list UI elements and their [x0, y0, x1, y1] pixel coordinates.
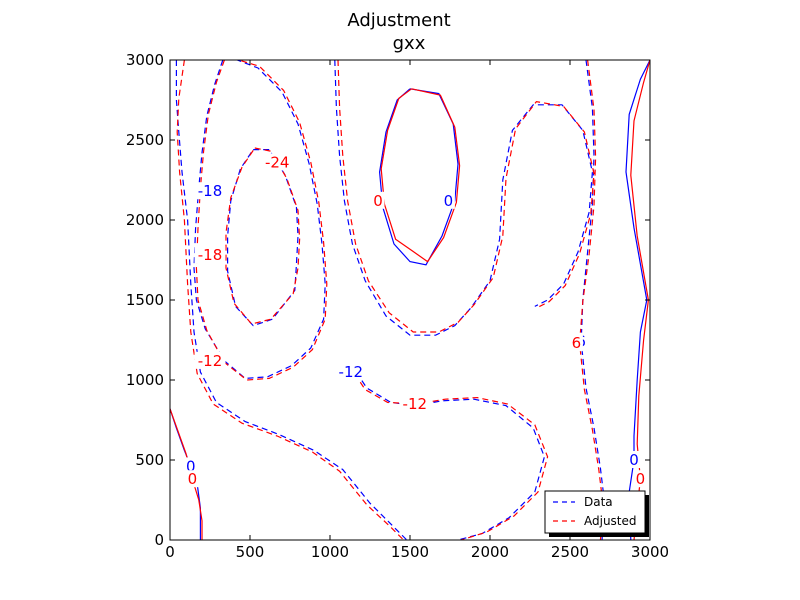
y-tick-label: 2500 — [126, 131, 164, 149]
contour-label-adjusted: 0 — [373, 192, 383, 210]
x-tick-label: 2000 — [471, 543, 509, 561]
contour-adjusted-level-neg18 — [195, 60, 328, 381]
chart-title: Adjustment — [347, 10, 450, 31]
contour-data-level-6 — [580, 60, 606, 540]
contour-data-level-neg24 — [227, 149, 299, 327]
contour-label-bg — [441, 191, 455, 209]
x-axis: 0 500 1000 1500 2000 2500 3000 — [165, 60, 669, 561]
contour-label-bg — [569, 334, 583, 352]
contour-adjusted-level-neg12 — [176, 60, 405, 540]
contour-label-adjusted: 6 — [572, 334, 582, 352]
x-tick-label: 1500 — [391, 543, 429, 561]
contour-layer — [170, 60, 650, 540]
legend-label-data: Data — [584, 495, 613, 509]
contour-label-data: 0 — [444, 192, 454, 210]
contour-adjusted-level-neg12 — [348, 365, 549, 540]
y-tick-label: 0 — [154, 531, 164, 549]
x-tick-label: 2500 — [551, 543, 589, 561]
contour-label-data: -18 — [198, 182, 223, 200]
contour-label-bg — [335, 363, 367, 380]
contour-label-adjusted: -24 — [265, 153, 290, 171]
x-tick-label: 1000 — [311, 543, 349, 561]
contour-adjusted-level-6 — [578, 60, 605, 540]
contour-label-adjusted: 0 — [636, 470, 646, 488]
contour-label-bg — [184, 457, 198, 475]
y-tick-label: 1000 — [126, 371, 164, 389]
x-tick-label: 0 — [165, 543, 175, 561]
contour-label-data: 0 — [186, 457, 196, 475]
contour-label-data: -12 — [339, 363, 364, 381]
contour-label-data: 0 — [629, 451, 639, 469]
contour-data-level-neg12 — [175, 60, 408, 540]
chart-subtitle: gxx — [393, 33, 426, 54]
y-tick-label: 3000 — [126, 51, 164, 69]
contour-data-level-0 — [378, 88, 459, 266]
contour-label-bg — [371, 191, 385, 209]
y-tick-label: 2000 — [126, 211, 164, 229]
contour-label-bg — [633, 470, 647, 488]
contour-data-level-neg12 — [350, 363, 546, 540]
legend: Data Adjusted — [544, 490, 649, 537]
contour-label-adjusted: -18 — [198, 246, 223, 264]
contour-label-bg — [627, 451, 641, 468]
contour-label-bg — [185, 470, 199, 488]
contour-data-level-neg12 — [334, 60, 594, 336]
contour-data-level-neg18 — [193, 60, 326, 380]
y-tick-label: 500 — [135, 451, 164, 469]
contour-label-bg — [399, 395, 431, 412]
plot-area — [170, 60, 650, 540]
y-axis: 0 500 1000 1500 2000 2500 3000 — [126, 51, 650, 549]
contour-label-bg — [261, 153, 293, 171]
legend-label-adjusted: Adjusted — [584, 514, 637, 528]
contour-label-adjusted: -12 — [403, 395, 428, 413]
contour-label-bg — [194, 246, 226, 264]
contour-label-adjusted: 0 — [188, 470, 198, 488]
contour-label-bg — [194, 182, 226, 200]
y-tick-label: 1500 — [126, 291, 164, 309]
contour-adjusted-level-neg24 — [225, 147, 301, 325]
x-tick-label: 500 — [236, 543, 265, 561]
contour-label-bg — [194, 351, 226, 369]
contour-label-adjusted: -12 — [198, 352, 223, 370]
contour-adjusted-level-0 — [380, 88, 461, 263]
x-tick-label: 3000 — [631, 543, 669, 561]
contour-adjusted-level-neg12 — [337, 60, 595, 333]
legend-box — [544, 490, 646, 534]
